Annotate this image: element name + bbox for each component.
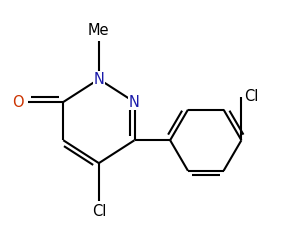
Text: N: N [129,95,140,110]
Text: N: N [94,72,104,87]
Text: Cl: Cl [244,89,258,104]
Text: O: O [12,95,24,110]
Text: Cl: Cl [92,204,106,219]
Text: Me: Me [88,23,110,38]
